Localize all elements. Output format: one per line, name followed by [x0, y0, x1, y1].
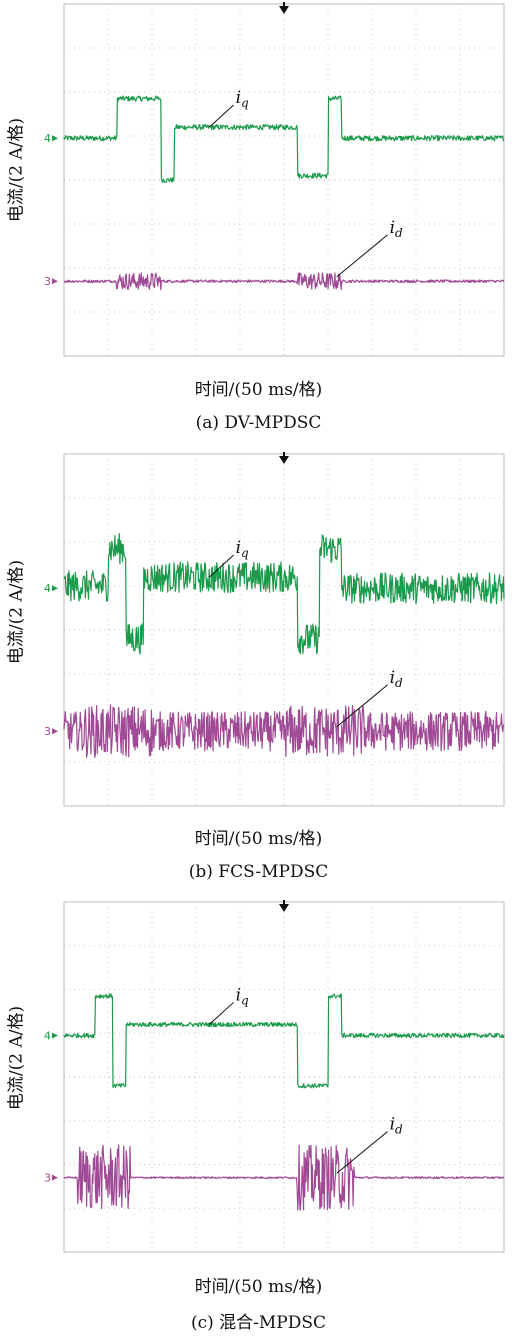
- x-axis-label: 时间/(50 ms/格): [194, 380, 323, 400]
- scope-plot-c: 4 3 iq id: [44, 900, 505, 1253]
- scope-plot-a: 4 3 iq id: [44, 2, 505, 357]
- trigger-arrow-icon: [279, 904, 289, 912]
- grid: [64, 4, 504, 356]
- id-label: id: [390, 1115, 403, 1137]
- iq-label: iq: [236, 985, 249, 1007]
- grid: [64, 902, 504, 1252]
- channel-4-marker: 4: [44, 582, 51, 595]
- id-label: id: [390, 218, 403, 240]
- id-label-subscript: d: [395, 1123, 403, 1137]
- y-axis-label: 电流/(2 A/格): [6, 1005, 27, 1111]
- y-axis-label: 电流/(2 A/格): [6, 117, 27, 223]
- id-label: id: [390, 668, 403, 690]
- channel-4-arrow-icon: [52, 585, 58, 592]
- panel-c: 电流/(2 A/格) 4 3 iq id 时间/(50 ms/格) (c) 混合-MP…: [0, 898, 517, 1336]
- iq-trace: [63, 533, 505, 655]
- channel-4-marker: 4: [44, 132, 51, 145]
- trigger-arrow-icon: [279, 6, 289, 14]
- figure-caption: (c) 混合-MPDSC: [190, 1313, 327, 1333]
- figure-caption: (a) DV-MPDSC: [195, 413, 322, 433]
- id-trace: [63, 272, 505, 291]
- trigger-arrow-icon: [279, 456, 289, 464]
- channel-3-marker: 3: [44, 1172, 51, 1185]
- iq-label-subscript: q: [241, 993, 249, 1007]
- id-label-subscript: d: [395, 676, 403, 690]
- x-axis-label: 时间/(50 ms/格): [194, 1277, 323, 1297]
- channel-3-arrow-icon: [52, 1174, 58, 1181]
- channel-3-marker: 3: [44, 725, 51, 738]
- channel-3-arrow-icon: [52, 278, 58, 285]
- id-label-subscript: d: [395, 226, 403, 240]
- panel-a: 电流/(2 A/格) 4 3 iq id 时间/(50 ms/格) (a) DV-MP…: [0, 0, 517, 445]
- iq-label-subscript: q: [241, 96, 249, 110]
- channel-4-arrow-icon: [52, 135, 58, 142]
- iq-leader-line: [208, 554, 234, 578]
- id-leader-line: [336, 684, 388, 728]
- iq-trace: [63, 993, 505, 1089]
- iq-leader-line: [208, 1002, 234, 1025]
- channel-3-arrow-icon: [52, 728, 58, 735]
- y-axis-label: 电流/(2 A/格): [6, 559, 27, 665]
- iq-label: iq: [236, 538, 249, 560]
- iq-label: iq: [236, 88, 249, 110]
- panel-b: 电流/(2 A/格) 4 3 iq id 时间/(50 ms/格) (b) FCS-M…: [0, 450, 517, 895]
- channel-4-arrow-icon: [52, 1032, 58, 1039]
- id-trace: [63, 1144, 505, 1211]
- id-leader-line: [336, 1131, 388, 1174]
- id-leader-line: [336, 234, 388, 278]
- figure-caption: (b) FCS-MPDSC: [188, 862, 329, 882]
- channel-4-marker: 4: [44, 1029, 51, 1042]
- iq-label-subscript: q: [241, 546, 249, 560]
- iq-trace: [63, 95, 504, 184]
- scope-plot-b: 4 3 iq id: [44, 452, 505, 807]
- id-trace: [63, 704, 505, 758]
- x-axis-label: 时间/(50 ms/格): [194, 829, 323, 849]
- channel-3-marker: 3: [44, 275, 51, 288]
- iq-leader-line: [208, 104, 234, 128]
